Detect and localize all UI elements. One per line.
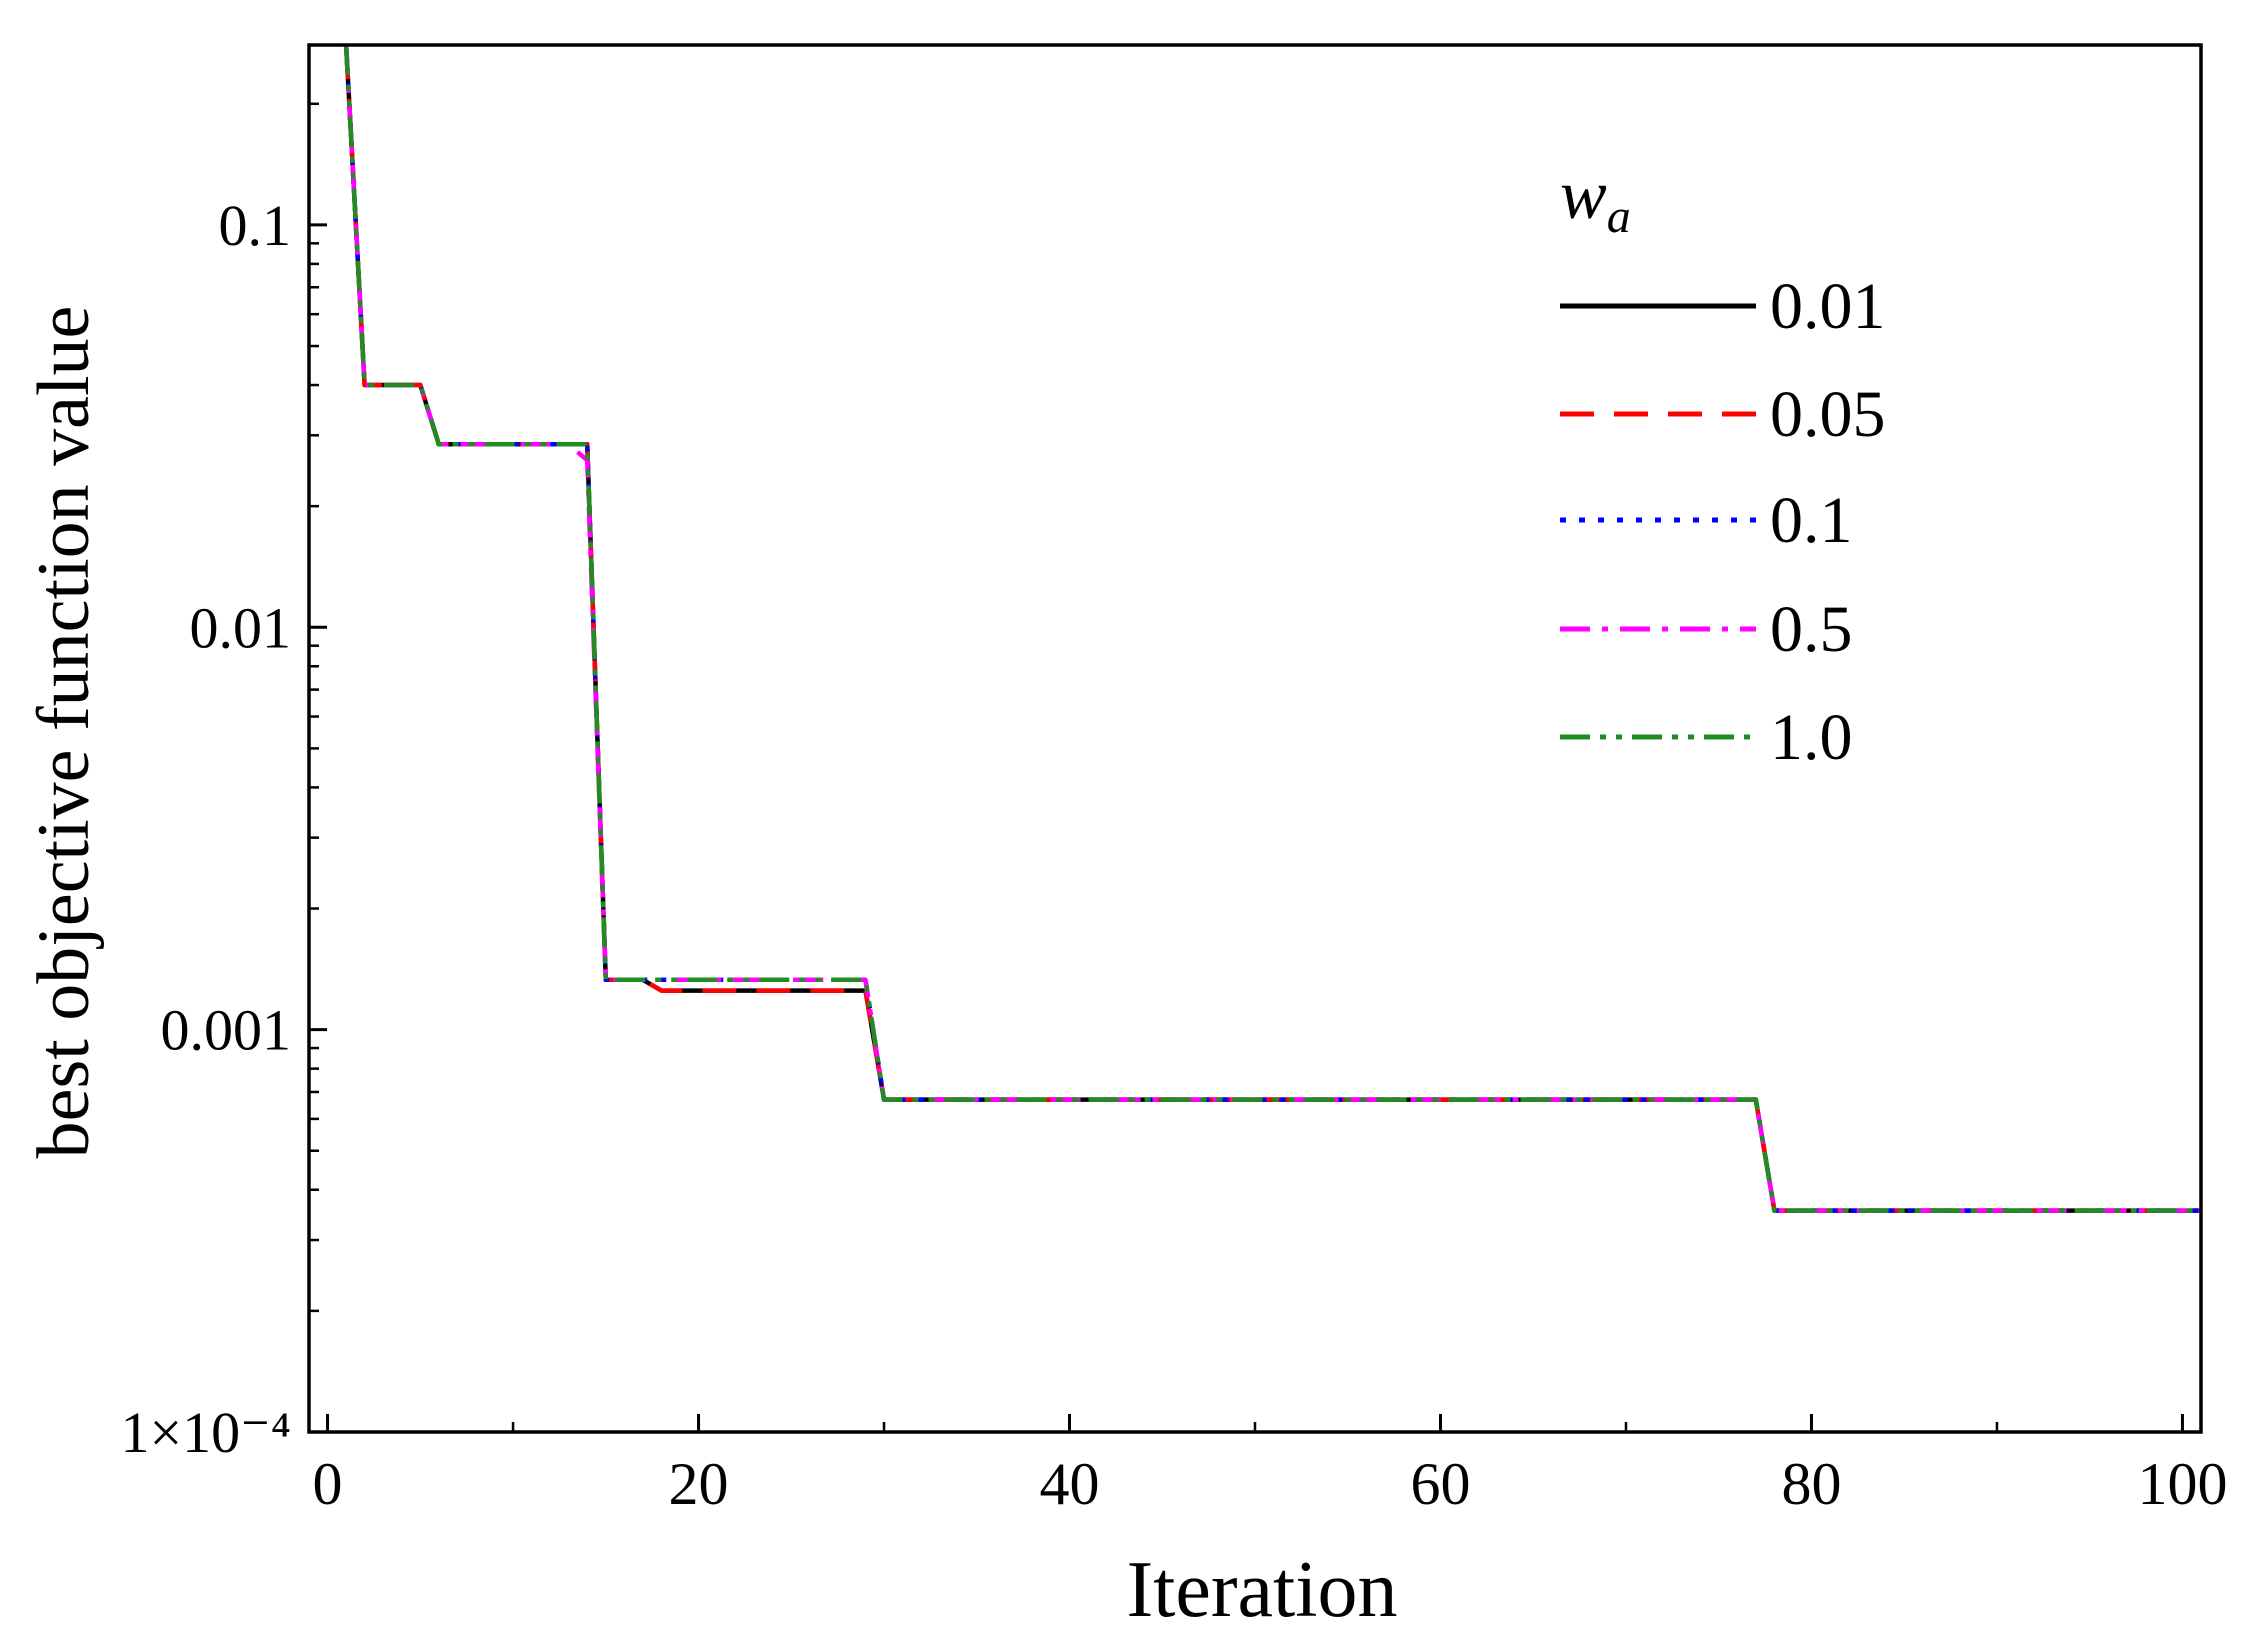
y-tick-label: 0.1 — [219, 193, 292, 258]
legend-label: 0.1 — [1770, 484, 1853, 557]
x-tick-label: 40 — [1040, 1451, 1100, 1517]
legend: wa 0.01 0.05 0.1 0.5 1.0 — [1560, 157, 1886, 774]
x-axis-label: Iteration — [1127, 1546, 1398, 1634]
x-tick-label: 0 — [313, 1451, 343, 1517]
series-layer — [343, 44, 2201, 1213]
series-line-1.0 — [343, 44, 2201, 1213]
x-tick-label: 80 — [1781, 1451, 1841, 1517]
axis-layer: 0 20 40 60 80 100 1×10⁻⁴ 0.001 0.01 0.1 — [120, 43, 2227, 1517]
legend-label: 0.01 — [1770, 270, 1886, 343]
legend-label: 1.0 — [1770, 701, 1853, 774]
legend-label: 0.5 — [1770, 593, 1853, 666]
y-tick-label: 1×10⁻⁴ — [120, 1400, 291, 1465]
legend-title: wa — [1560, 157, 1631, 243]
x-tick-label: 20 — [669, 1451, 729, 1517]
y-tick-label: 0.001 — [161, 998, 292, 1063]
x-tick-label: 60 — [1410, 1451, 1470, 1517]
y-tick-label: 0.01 — [190, 595, 292, 660]
y-axis-label: best objective function value — [23, 306, 105, 1159]
legend-entries: 0.01 0.05 0.1 0.5 1.0 — [1560, 270, 1886, 774]
x-tick-label: 100 — [2137, 1451, 2227, 1517]
legend-title-subscript: a — [1607, 190, 1631, 243]
legend-label: 0.05 — [1770, 378, 1886, 451]
